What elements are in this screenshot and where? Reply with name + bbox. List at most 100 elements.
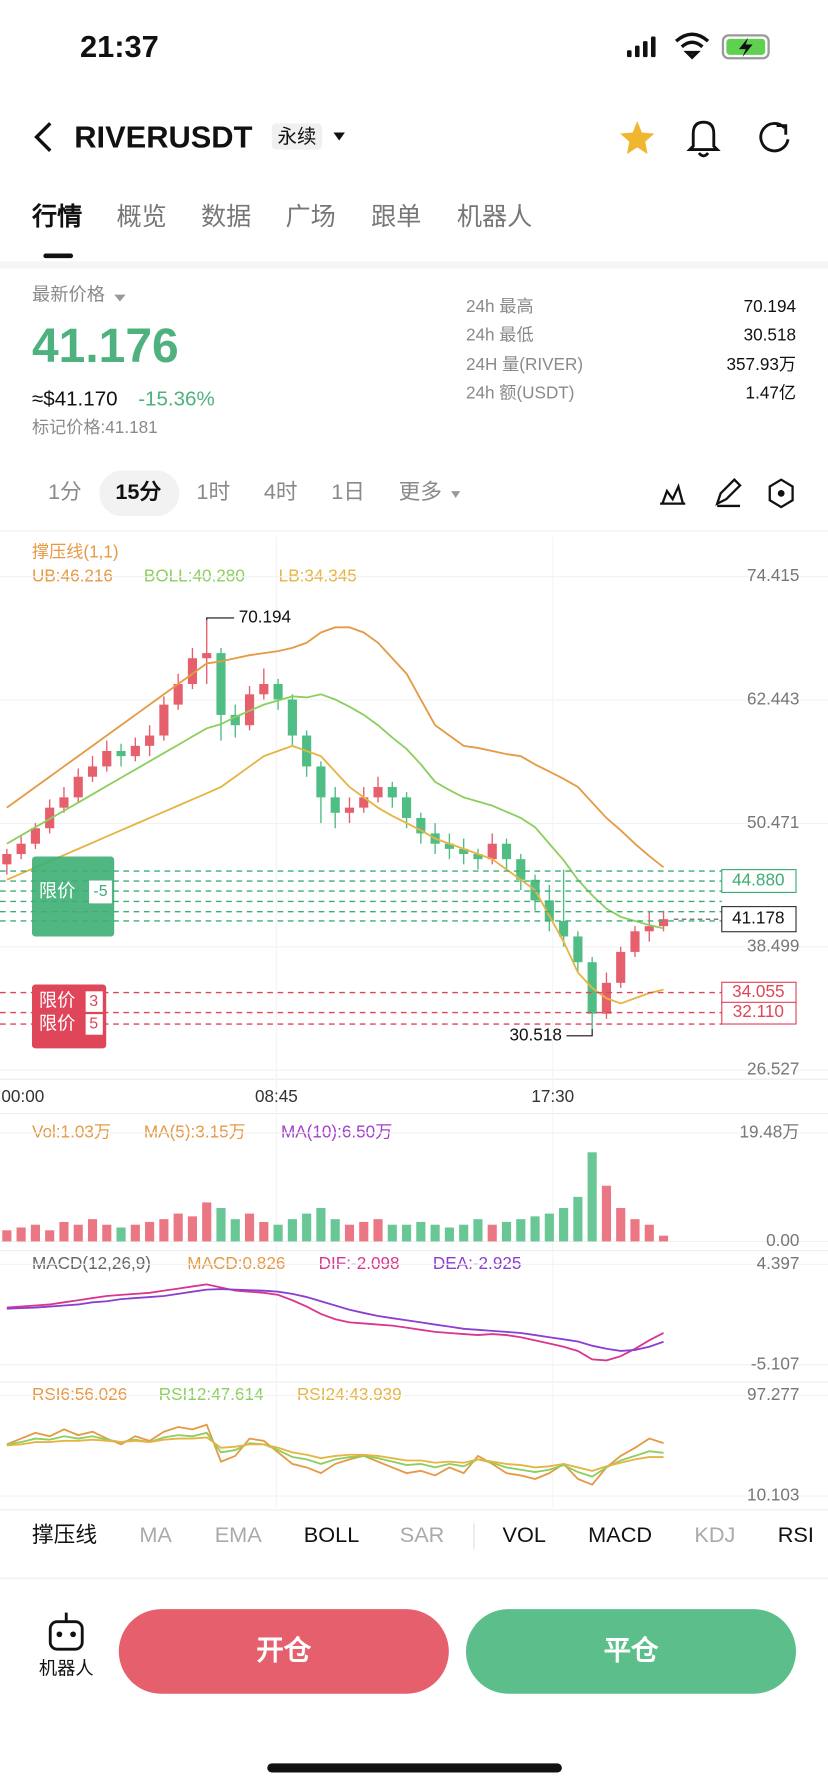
candle-body: [16, 843, 26, 855]
order-count-box: [89, 880, 112, 904]
low-label: 30.518: [510, 1024, 562, 1044]
contract-caret[interactable]: [333, 132, 345, 141]
last-price-label: 41.178: [732, 908, 784, 928]
y-tick-label: 10.103: [747, 1485, 799, 1505]
candle-body: [344, 807, 355, 813]
timeframe[interactable]: 更多: [398, 480, 442, 505]
favorite-star[interactable]: [620, 121, 655, 155]
settings-icon[interactable]: [768, 478, 794, 509]
candle-body: [644, 926, 654, 932]
robot-label[interactable]: 机器人: [38, 1659, 94, 1679]
volume-bar: [444, 1227, 454, 1242]
timeframe[interactable]: 4时: [263, 480, 298, 505]
contract-tag[interactable]: 永续: [271, 123, 323, 150]
tab[interactable]: 跟单: [371, 202, 422, 231]
tab[interactable]: 广场: [285, 202, 336, 231]
indicator-tab[interactable]: SAR: [399, 1523, 445, 1548]
stat-label: 24h 额(USDT): [465, 383, 575, 404]
macd-dif: [6, 1283, 664, 1362]
candle-body: [30, 828, 40, 844]
indicator-tab[interactable]: KDJ: [694, 1523, 736, 1548]
robot-eye: [70, 1631, 76, 1638]
indicator-tab[interactable]: MA: [139, 1523, 172, 1548]
high-marker: [206, 617, 235, 621]
stat-label: 24h 最低: [465, 325, 534, 345]
candle-body: [616, 951, 626, 983]
candle-body: [2, 854, 12, 865]
indicator-tab[interactable]: BOLL: [303, 1523, 360, 1548]
volume-bar: [416, 1221, 426, 1242]
volume-bar: [59, 1221, 69, 1242]
volume-bar: [587, 1152, 597, 1242]
stat-value: 1.47亿: [745, 383, 797, 404]
order-tag-label: 限价: [39, 880, 76, 901]
timeframe[interactable]: 1时: [196, 480, 231, 505]
candle-body: [559, 920, 569, 937]
order-tag-label: 限价: [39, 1012, 76, 1033]
candle-body: [487, 843, 497, 860]
tab-underline: [43, 253, 74, 259]
robot-icon[interactable]: [48, 1620, 84, 1651]
volume-bar: [544, 1213, 554, 1242]
y-tick-label: 97.277: [747, 1384, 799, 1404]
x-tick-label: 00:00: [1, 1086, 44, 1106]
timeframe[interactable]: 1日: [331, 480, 365, 505]
x-tick-label: 17:30: [531, 1086, 574, 1106]
volume-bar: [273, 1224, 283, 1242]
volume-bar: [187, 1216, 198, 1242]
volume-bar: [516, 1219, 526, 1242]
volume-bar: [373, 1219, 383, 1242]
indicator-tab[interactable]: VOL: [502, 1523, 546, 1548]
legend-item: DIF:-2.098: [318, 1253, 400, 1274]
y-tick-label: 74.415: [747, 565, 799, 585]
candle-body: [402, 797, 412, 818]
tab[interactable]: 行情: [31, 202, 83, 231]
volume-bar: [459, 1224, 469, 1242]
candle-body: [87, 766, 98, 777]
candle-body: [330, 797, 340, 813]
volume-bar: [344, 1224, 355, 1242]
volume-bar: [2, 1230, 12, 1242]
volume-bar: [30, 1224, 40, 1242]
battery-bolt: [738, 37, 753, 58]
last-price: 41.176: [31, 318, 179, 373]
candle-body: [230, 714, 240, 726]
low-marker: [566, 1028, 593, 1037]
indicator-tab[interactable]: EMA: [214, 1523, 262, 1548]
volume-bar: [259, 1221, 269, 1242]
order-price-box: [721, 869, 797, 894]
volume-bar: [130, 1224, 140, 1242]
volume-bar: [601, 1185, 612, 1242]
share-icon[interactable]: [759, 122, 790, 153]
volume-bar: [116, 1227, 126, 1242]
indicator-tab[interactable]: MACD: [588, 1523, 653, 1548]
draw-icon[interactable]: [715, 478, 742, 508]
open-button[interactable]: 开仓: [118, 1609, 449, 1694]
order-count: -5: [93, 883, 107, 900]
timeframe[interactable]: 1分: [47, 480, 82, 505]
volume-bar: [387, 1224, 397, 1242]
indicator-icon[interactable]: [660, 483, 686, 505]
tab[interactable]: 机器人: [456, 202, 533, 231]
order-price: 34.055: [732, 981, 784, 1001]
stat-value: 30.518: [743, 325, 797, 345]
indicator-tab[interactable]: 撑压线: [31, 1523, 98, 1548]
symbol[interactable]: RIVERUSDT: [74, 119, 253, 155]
back-button[interactable]: [34, 122, 52, 152]
alert-bell[interactable]: [686, 120, 721, 158]
candle-body: [359, 797, 369, 808]
close-button[interactable]: 平仓: [465, 1609, 797, 1694]
rsi-line: [6, 1431, 664, 1478]
candle-body: [630, 931, 640, 952]
tab[interactable]: 数据: [201, 202, 252, 231]
caret: [451, 491, 461, 498]
candle-body: [187, 658, 198, 685]
macd-dea: [6, 1288, 664, 1352]
y-tick-label: 19.48万: [739, 1121, 799, 1141]
timeframe[interactable]: 15分: [115, 480, 162, 505]
rsi-line: [6, 1423, 664, 1486]
candle-body: [516, 859, 526, 880]
volume-bar: [173, 1213, 183, 1242]
tab[interactable]: 概览: [116, 202, 167, 231]
indicator-tab[interactable]: RSI: [777, 1523, 814, 1548]
